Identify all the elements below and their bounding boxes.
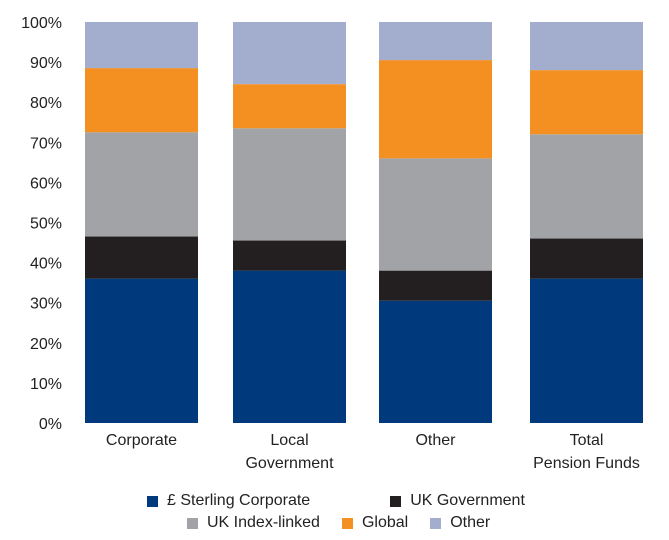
x-axis: Corporate Local Government Other Total Pensio… xyxy=(106,432,640,472)
y-tick-label: 0% xyxy=(39,416,62,433)
category-label: Corporate xyxy=(106,432,177,449)
bar-segment xyxy=(379,270,492,301)
category-label: Other xyxy=(415,432,456,449)
legend-label: UK Government xyxy=(410,492,525,509)
bar-segment xyxy=(85,22,198,69)
y-tick-label: 100% xyxy=(21,15,62,32)
category-label: Government xyxy=(245,455,334,472)
y-tick-label: 20% xyxy=(30,336,62,353)
bar-segment xyxy=(85,132,198,237)
bar-segment xyxy=(379,60,492,159)
legend-row: £ Sterling Corporate UK Government xyxy=(147,492,547,510)
y-tick-label: 10% xyxy=(30,376,62,393)
bar-segment xyxy=(379,158,492,271)
y-tick-label: 40% xyxy=(30,256,62,273)
bar-segment xyxy=(379,22,492,61)
bar-segment xyxy=(233,22,346,85)
category-label: Local xyxy=(270,432,308,449)
category-label: Total xyxy=(570,432,604,449)
legend-swatch xyxy=(430,517,442,529)
category-label: Pension Funds xyxy=(533,455,640,472)
bar-segment xyxy=(85,236,198,279)
bar-segment xyxy=(379,300,492,423)
legend-item: UK Government xyxy=(390,492,525,510)
bar-segment xyxy=(530,70,643,135)
legend-swatch xyxy=(341,517,353,529)
y-axis: 0% 10% 20% 30% 40% 50% 60% 70% 80% 90% 100% xyxy=(21,15,62,433)
y-tick-label: 90% xyxy=(30,55,62,72)
legend-swatch xyxy=(147,495,158,507)
legend-label: £ Sterling Corporate xyxy=(167,492,311,509)
legend-item: Other xyxy=(430,514,490,532)
bar-segment xyxy=(85,68,198,133)
y-tick-label: 70% xyxy=(30,135,62,152)
bar-segment xyxy=(530,134,643,239)
legend-item: £ Sterling Corporate xyxy=(147,492,310,510)
y-tick-label: 30% xyxy=(30,296,62,313)
bar-segment xyxy=(233,270,346,423)
bar-segment xyxy=(85,278,198,423)
bar-segment xyxy=(530,278,643,423)
legend-label: Global xyxy=(361,514,409,531)
y-tick-label: 60% xyxy=(30,175,62,192)
legend-item: UK Index-linked xyxy=(187,514,320,532)
legend-swatch xyxy=(390,495,402,507)
legend-swatch xyxy=(187,517,198,529)
y-tick-label: 50% xyxy=(30,216,62,233)
legend-label: UK Index-linked xyxy=(207,514,320,531)
legend-item: Global xyxy=(341,514,409,532)
bar-segment xyxy=(233,84,346,129)
legend-row: UK Index-linked Global Other xyxy=(187,514,512,532)
bar-segment xyxy=(233,240,346,271)
bar-segment xyxy=(233,128,346,241)
bars xyxy=(85,22,643,423)
y-tick-label: 80% xyxy=(30,95,62,112)
legend-label: Other xyxy=(450,514,491,531)
bar-segment xyxy=(530,22,643,71)
bar-segment xyxy=(530,238,643,279)
